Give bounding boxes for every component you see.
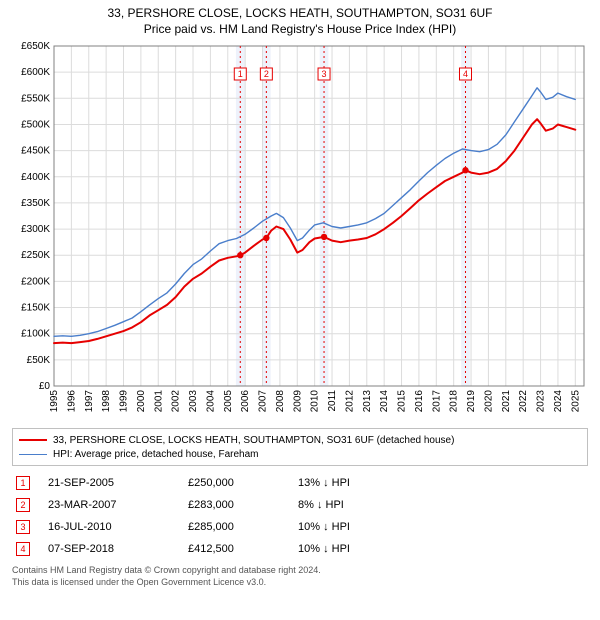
x-tick-label: 1997 <box>84 390 95 413</box>
x-tick-label: 2004 <box>205 390 216 413</box>
x-tick-label: 1998 <box>101 390 112 413</box>
x-tick-label: 2008 <box>275 390 286 413</box>
y-tick-label: £150K <box>21 303 50 314</box>
sales-row: 3 16-JUL-2010£285,00010% ↓ HPI <box>12 516 588 538</box>
sale-date: 23-MAR-2007 <box>48 499 188 511</box>
x-tick-label: 2015 <box>397 390 408 413</box>
y-tick-label: £50K <box>27 355 51 366</box>
y-tick-label: £200K <box>21 276 50 287</box>
x-tick-label: 2009 <box>292 390 303 413</box>
x-tick-label: 1995 <box>49 390 60 413</box>
x-tick-label: 2003 <box>188 390 199 413</box>
x-tick-label: 2001 <box>153 390 164 413</box>
y-tick-label: £100K <box>21 329 50 340</box>
line-chart: £0£50K£100K£150K£200K£250K£300K£350K£400… <box>10 40 588 420</box>
y-tick-label: £600K <box>21 67 50 78</box>
title-address: 33, PERSHORE CLOSE, LOCKS HEATH, SOUTHAM… <box>10 6 590 20</box>
x-tick-label: 2012 <box>344 390 355 413</box>
title-subtitle: Price paid vs. HM Land Registry's House … <box>10 22 590 36</box>
sale-point <box>237 252 243 258</box>
y-tick-label: £450K <box>21 146 50 157</box>
x-tick-label: 2000 <box>136 390 147 413</box>
x-tick-label: 2014 <box>379 390 390 413</box>
sale-price: £250,000 <box>188 477 298 489</box>
x-tick-label: 2002 <box>171 390 182 413</box>
sales-row: 4 07-SEP-2018£412,50010% ↓ HPI <box>12 538 588 560</box>
sale-price: £285,000 <box>188 521 298 533</box>
footnote: Contains HM Land Registry data © Crown c… <box>12 564 588 588</box>
sale-marker-number: 1 <box>238 69 243 79</box>
x-tick-label: 2016 <box>414 390 425 413</box>
footnote-line2: This data is licensed under the Open Gov… <box>12 576 588 588</box>
sale-point <box>263 235 269 241</box>
sales-row: 2 23-MAR-2007£283,0008% ↓ HPI <box>12 494 588 516</box>
sale-delta: 13% ↓ HPI <box>298 477 408 489</box>
x-tick-label: 2019 <box>466 390 477 413</box>
sale-marker-number: 3 <box>322 69 327 79</box>
legend-label: HPI: Average price, detached house, Fare… <box>53 449 259 460</box>
legend-item: 33, PERSHORE CLOSE, LOCKS HEATH, SOUTHAM… <box>19 433 581 447</box>
x-tick-label: 2021 <box>501 390 512 413</box>
sales-table: 1 21-SEP-2005£250,00013% ↓ HPI 2 23-MAR-200… <box>12 472 588 560</box>
x-tick-label: 2010 <box>310 390 321 413</box>
x-tick-label: 2011 <box>327 390 338 412</box>
sale-point <box>321 234 327 240</box>
x-tick-label: 2006 <box>240 390 251 413</box>
sale-delta: 10% ↓ HPI <box>298 543 408 555</box>
sale-marker: 3 <box>16 520 30 534</box>
x-tick-label: 2025 <box>570 390 581 413</box>
figure-container: 33, PERSHORE CLOSE, LOCKS HEATH, SOUTHAM… <box>0 0 600 620</box>
sale-marker: 4 <box>16 542 30 556</box>
legend: 33, PERSHORE CLOSE, LOCKS HEATH, SOUTHAM… <box>12 428 588 466</box>
x-tick-label: 2020 <box>483 390 494 413</box>
y-tick-label: £650K <box>21 41 50 52</box>
sale-marker-number: 2 <box>264 69 269 79</box>
x-tick-label: 2007 <box>258 390 269 413</box>
sale-marker-number: 4 <box>463 69 468 79</box>
legend-label: 33, PERSHORE CLOSE, LOCKS HEATH, SOUTHAM… <box>53 435 454 446</box>
legend-swatch <box>19 439 47 441</box>
sale-delta: 10% ↓ HPI <box>298 521 408 533</box>
x-tick-label: 1999 <box>119 390 130 413</box>
sale-point <box>462 167 468 173</box>
x-tick-label: 1996 <box>66 390 77 413</box>
sale-date: 07-SEP-2018 <box>48 543 188 555</box>
y-tick-label: £500K <box>21 119 50 130</box>
x-tick-label: 2022 <box>518 390 529 413</box>
sale-marker: 1 <box>16 476 30 490</box>
chart-svg: £0£50K£100K£150K£200K£250K£300K£350K£400… <box>10 40 588 420</box>
x-tick-label: 2013 <box>362 390 373 413</box>
legend-item: HPI: Average price, detached house, Fare… <box>19 447 581 461</box>
y-tick-label: £250K <box>21 250 50 261</box>
y-tick-label: £400K <box>21 172 50 183</box>
y-tick-label: £350K <box>21 198 50 209</box>
x-tick-label: 2017 <box>431 390 442 413</box>
sale-delta: 8% ↓ HPI <box>298 499 408 511</box>
y-tick-label: £550K <box>21 93 50 104</box>
x-tick-label: 2024 <box>553 390 564 413</box>
sale-price: £412,500 <box>188 543 298 555</box>
legend-swatch <box>19 454 47 455</box>
y-tick-label: £300K <box>21 224 50 235</box>
footnote-line1: Contains HM Land Registry data © Crown c… <box>12 564 588 576</box>
sale-price: £283,000 <box>188 499 298 511</box>
sales-row: 1 21-SEP-2005£250,00013% ↓ HPI <box>12 472 588 494</box>
sale-marker: 2 <box>16 498 30 512</box>
sale-date: 16-JUL-2010 <box>48 521 188 533</box>
titles: 33, PERSHORE CLOSE, LOCKS HEATH, SOUTHAM… <box>10 6 590 36</box>
x-tick-label: 2018 <box>449 390 460 413</box>
x-tick-label: 2023 <box>536 390 547 413</box>
x-tick-label: 2005 <box>223 390 234 413</box>
sale-date: 21-SEP-2005 <box>48 477 188 489</box>
